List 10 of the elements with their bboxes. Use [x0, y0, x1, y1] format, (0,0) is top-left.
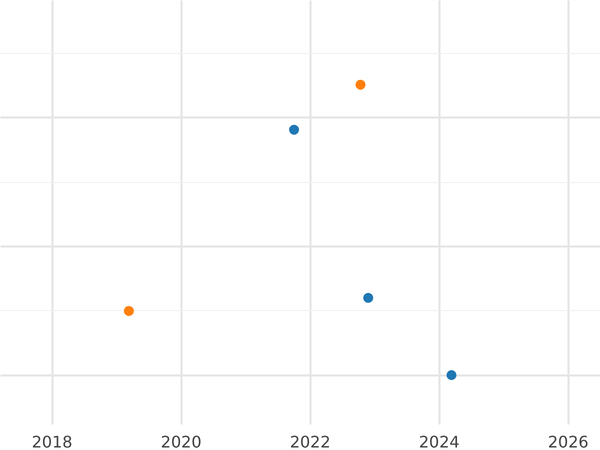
- x-tick-label: 2024: [418, 432, 460, 450]
- x-tick-label: 2026: [548, 432, 589, 450]
- point: [289, 124, 300, 135]
- x-tick-label: 2022: [290, 432, 331, 450]
- x-tick-label: 2018: [32, 432, 72, 450]
- point: [363, 292, 374, 303]
- point: [446, 370, 456, 380]
- x-tick-label: 2020: [160, 432, 202, 450]
- point: [124, 306, 134, 316]
- point: [356, 80, 366, 90]
